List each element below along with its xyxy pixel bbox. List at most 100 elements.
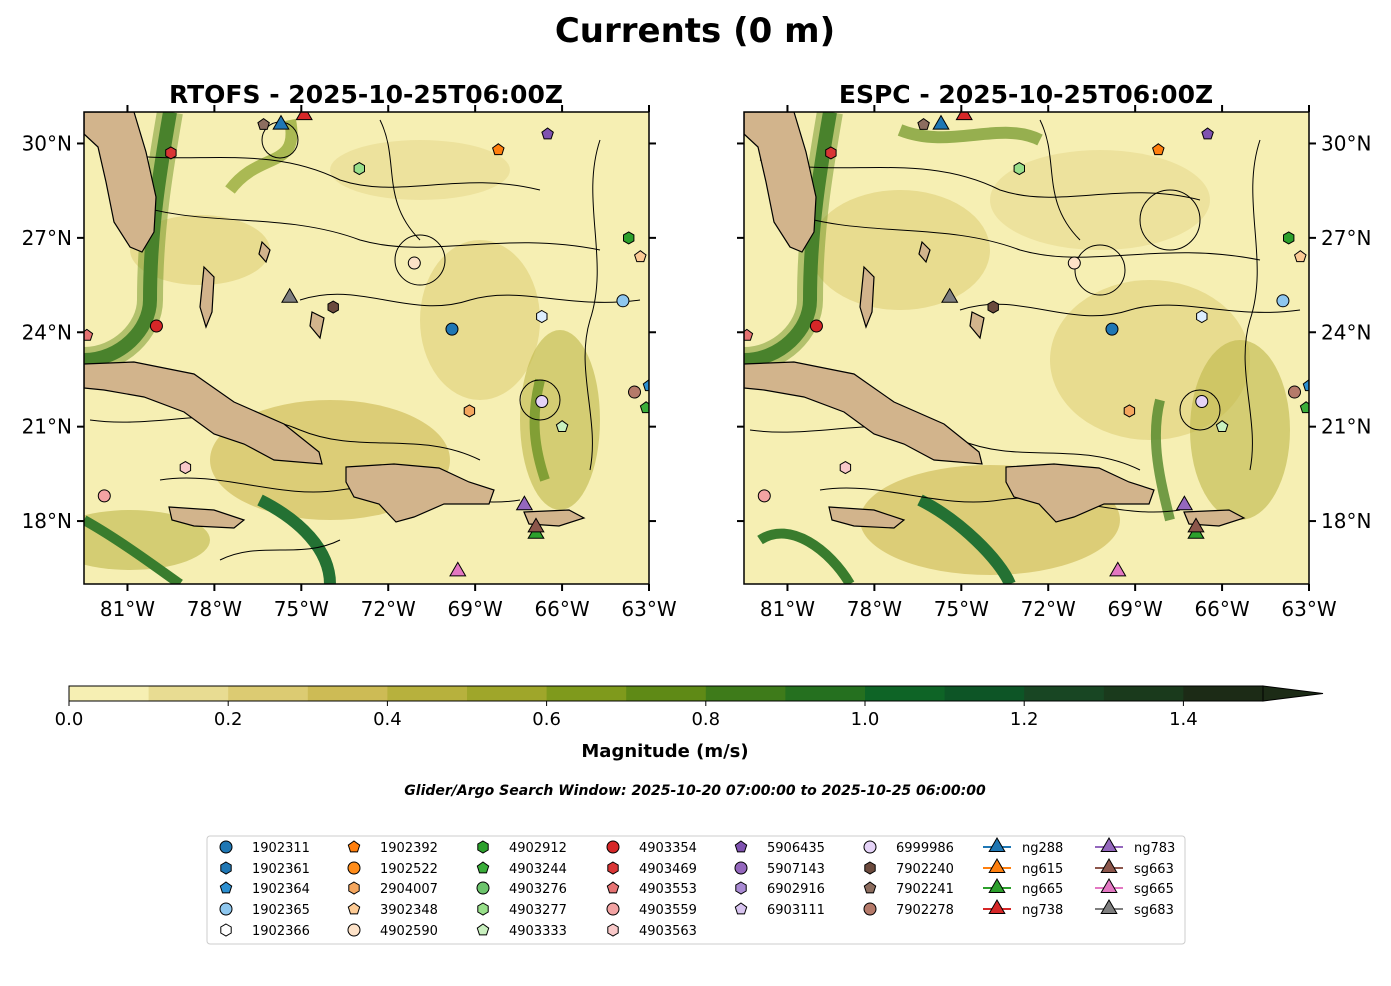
colorbar-extend-arrow bbox=[1262, 685, 1324, 702]
lon-tick-label: 63°W bbox=[1281, 597, 1336, 621]
legend-marker-sg665 bbox=[1100, 878, 1118, 893]
lon-tick-label: 81°W bbox=[760, 597, 815, 621]
legend-marker-4903559 bbox=[606, 902, 620, 916]
legend-label: 4902590 bbox=[380, 924, 438, 939]
platform-4903469 bbox=[825, 146, 837, 160]
platform-4903277 bbox=[1013, 162, 1025, 176]
platform-sg663 bbox=[527, 517, 545, 533]
legend-marker-1902392 bbox=[347, 840, 361, 853]
legend-label: 6903111 bbox=[767, 903, 825, 918]
platform-4903354 bbox=[809, 319, 823, 333]
platform-7902241 bbox=[917, 117, 930, 130]
legend-label: 5907143 bbox=[767, 862, 825, 877]
legend-label: 4903563 bbox=[639, 924, 697, 939]
platform-6999986 bbox=[535, 394, 549, 408]
legend-label: 4903277 bbox=[509, 903, 567, 918]
legend-label: 4902912 bbox=[509, 841, 567, 856]
legend-marker-1902366 bbox=[220, 923, 232, 937]
lat-tick-label: 24°N bbox=[22, 320, 72, 344]
colorbar-bin bbox=[785, 686, 866, 701]
colorbar-tick-label: 1.4 bbox=[1169, 709, 1198, 730]
colorbar-tick-label: 0.2 bbox=[214, 709, 243, 730]
colorbar-bin bbox=[705, 686, 786, 701]
platform-ng288 bbox=[272, 114, 290, 130]
platform-1902366 bbox=[1196, 309, 1208, 324]
legend-label: 4903553 bbox=[639, 882, 697, 897]
lat-tick-label: 18°N bbox=[1321, 509, 1371, 533]
lat-tick-label: 24°N bbox=[1321, 320, 1371, 344]
colorbar-bin bbox=[467, 686, 548, 701]
platform-1902365 bbox=[1276, 294, 1290, 308]
colorbar-tick-label: 0.6 bbox=[532, 709, 561, 730]
search-window-text: Glider/Argo Search Window: 2025-10-20 07… bbox=[404, 783, 986, 799]
platform-4903563 bbox=[839, 461, 852, 475]
legend-marker-ng615 bbox=[988, 858, 1006, 873]
streamlines bbox=[89, 119, 641, 561]
map-frame bbox=[743, 111, 1310, 585]
platform-7902240 bbox=[327, 300, 339, 314]
legend-marker-7902240 bbox=[864, 861, 876, 875]
legend-label: 1902392 bbox=[380, 841, 438, 856]
colorbar-bin bbox=[1103, 686, 1184, 701]
lat-tick-label: 30°N bbox=[1321, 131, 1371, 155]
legend-label: 4903469 bbox=[639, 862, 697, 877]
legend-label: sg683 bbox=[1134, 903, 1174, 918]
legend-label: sg665 bbox=[1134, 882, 1174, 897]
legend-marker-ng288 bbox=[988, 837, 1006, 852]
lon-tick-label: 63°W bbox=[621, 597, 676, 621]
legend-label: 1902311 bbox=[252, 841, 310, 856]
platform-ng288 bbox=[932, 114, 950, 130]
platform-4903333 bbox=[555, 420, 569, 432]
platform-3902348 bbox=[1294, 250, 1307, 263]
colorbar-bin bbox=[546, 686, 627, 701]
lat-tick-label: 21°N bbox=[22, 415, 72, 439]
platform-4903559 bbox=[757, 489, 771, 503]
colorbar-bin bbox=[944, 686, 1025, 701]
platform-4902912 bbox=[623, 231, 635, 245]
platform-4903244 bbox=[639, 401, 649, 414]
legend-label: ng738 bbox=[1022, 903, 1063, 918]
platform-4903559 bbox=[97, 489, 111, 503]
lon-tick-label: 72°W bbox=[361, 597, 416, 621]
platform-sg665 bbox=[1109, 561, 1127, 577]
platform-1902311 bbox=[1105, 322, 1119, 336]
map-frame bbox=[83, 111, 650, 585]
legend-marker-5906435 bbox=[734, 840, 748, 853]
legend-marker-4902590 bbox=[347, 923, 361, 937]
platform-4902912 bbox=[1283, 231, 1295, 245]
legend-marker-1902365 bbox=[219, 902, 233, 916]
colorbar-bin bbox=[626, 686, 707, 701]
platform-4903553 bbox=[744, 328, 754, 341]
legend-marker-1902361 bbox=[220, 861, 232, 875]
platform-1902365 bbox=[616, 294, 630, 308]
platform-1902364 bbox=[1302, 379, 1309, 392]
legend-label: sg663 bbox=[1134, 862, 1174, 877]
colorbar-tick-label: 1.2 bbox=[1010, 709, 1039, 730]
colorbar-bin bbox=[228, 686, 309, 701]
colorbar-tick-label: 0.0 bbox=[55, 709, 84, 730]
legend-label: ng665 bbox=[1022, 882, 1063, 897]
lon-tick-label: 72°W bbox=[1021, 597, 1076, 621]
panel-rtofs: RTOFS - 2025-10-25T06:00Z bbox=[22, 80, 677, 621]
lon-tick-label: 66°W bbox=[534, 597, 589, 621]
panel-espc: ESPC - 2025-10-25T06:00Z bbox=[737, 80, 1371, 621]
lon-tick-label: 75°W bbox=[274, 597, 329, 621]
platform-4902590 bbox=[407, 256, 421, 270]
legend-label: 2904007 bbox=[380, 882, 438, 897]
legend-label: ng783 bbox=[1134, 841, 1175, 856]
colorbar-tick-label: 0.8 bbox=[691, 709, 720, 730]
lon-tick-label: 78°W bbox=[847, 597, 902, 621]
legend-label: 3902348 bbox=[380, 903, 438, 918]
platform-4903563 bbox=[179, 461, 192, 475]
platform-2904007 bbox=[1123, 404, 1136, 418]
legend-marker-6902916 bbox=[735, 881, 747, 895]
legend-marker-7902278 bbox=[863, 902, 877, 916]
legend-marker-4903469 bbox=[607, 861, 619, 875]
platform-1902364 bbox=[642, 379, 649, 392]
colorbar-bin bbox=[307, 686, 388, 701]
figure-title: Currents (0 m) bbox=[555, 11, 835, 51]
platform-4903333 bbox=[1215, 420, 1229, 432]
legend-label: 4903276 bbox=[509, 882, 567, 897]
legend-label: 1902361 bbox=[252, 862, 310, 877]
